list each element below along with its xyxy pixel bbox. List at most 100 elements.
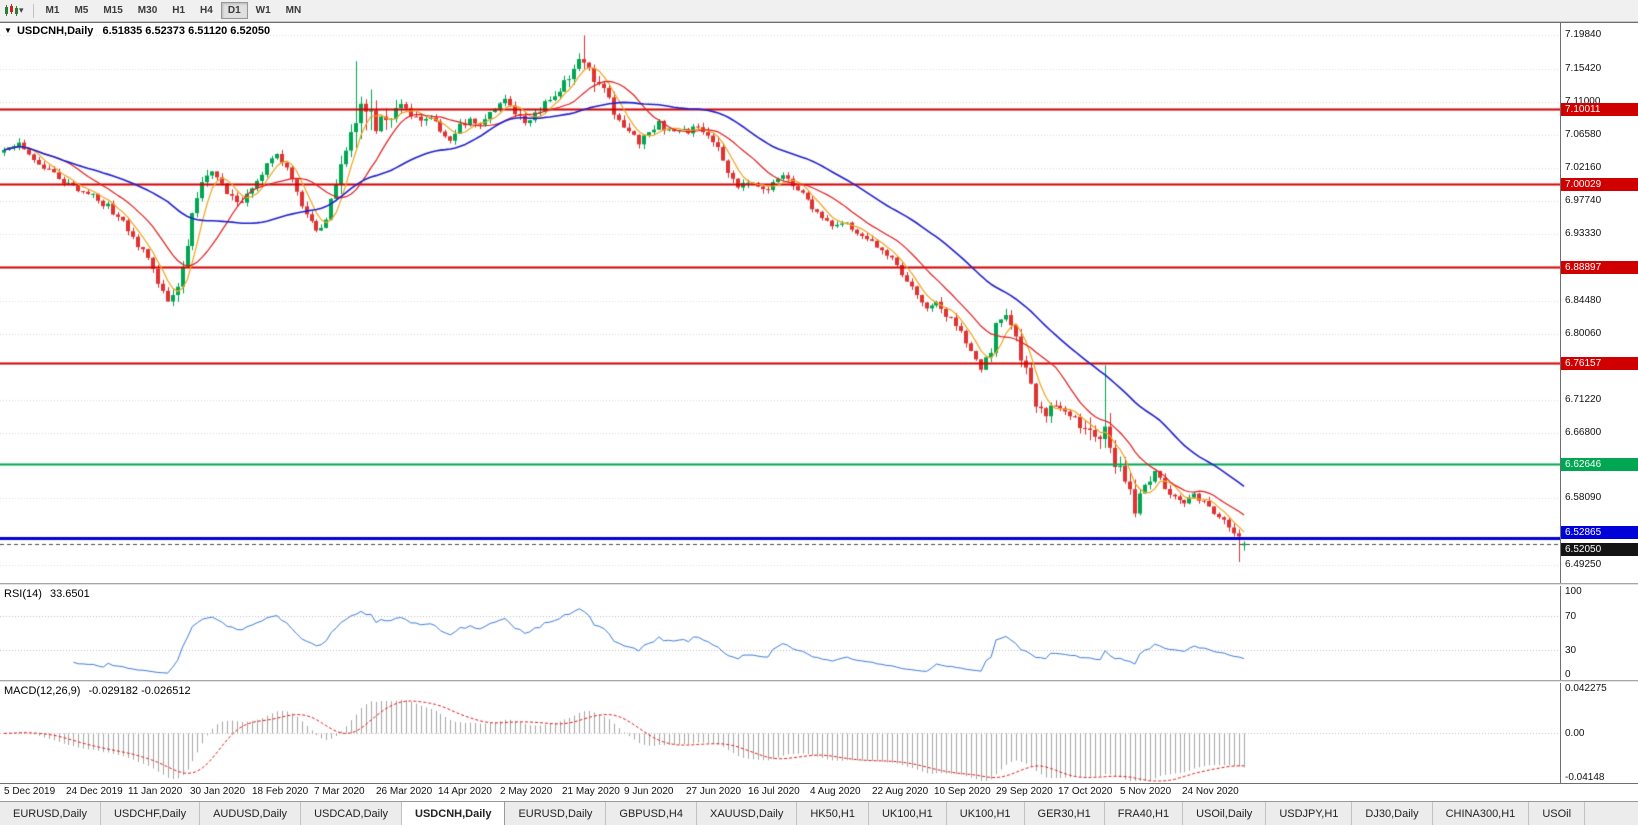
macd-panel: MACD(12,26,9) -0.029182 -0.026512 0.0422… — [0, 683, 1638, 783]
chart-tab-bar: EURUSD,Daily USDCHF,Daily AUDUSD,Daily USDC… — [0, 801, 1638, 825]
chart-tab-fra40-12[interactable]: FRA40,H1 — [1104, 802, 1184, 825]
date-axis-label: 2 May 2020 — [500, 786, 553, 797]
date-axis-label: 26 Mar 2020 — [376, 786, 433, 797]
rsi-axis-label: 30 — [1565, 645, 1577, 657]
date-axis-label: 14 Apr 2020 — [438, 786, 492, 797]
date-axis-label: 29 Sep 2020 — [996, 786, 1053, 797]
chart-tab-usoil-13[interactable]: USOil,Daily — [1183, 802, 1267, 825]
price-axis-label: 6.97740 — [1565, 195, 1602, 207]
symbol-marker-icon: ▼ — [4, 26, 12, 35]
rsi-label: RSI(14) — [4, 588, 42, 600]
rsi-axis-label: 0 — [1565, 669, 1571, 680]
price-axis[interactable]: 7.19840 7.15420 7.11000 7.06580 7.02160 6.977… — [1560, 23, 1638, 583]
chart-tab-eurusd-0[interactable]: EURUSD,Daily — [0, 802, 101, 825]
toolbar: ▾ M1 M5 M15 M30 H1 H4 D1 W1 MN — [0, 0, 1638, 22]
chart-tab-usdjpy-14[interactable]: USDJPY,H1 — [1266, 802, 1353, 825]
chart-window: ▼ USDCNH,Daily 6.51835 6.52373 6.51120 6… — [0, 22, 1638, 801]
macd-info-line: MACD(12,26,9) -0.029182 -0.026512 — [4, 685, 191, 697]
chart-tab-ger30-11[interactable]: GER30,H1 — [1024, 802, 1105, 825]
level-price-tag: 7.10011 — [1561, 103, 1638, 117]
price-axis-label: 6.71220 — [1565, 393, 1602, 405]
timeframe-button-h1[interactable]: H1 — [172, 5, 186, 16]
price-axis-label: 6.58090 — [1565, 492, 1602, 504]
price-axis-label: 6.66800 — [1565, 427, 1602, 439]
timeframe-button-m5[interactable]: M5 — [74, 5, 89, 16]
date-axis-label: 22 Aug 2020 — [872, 786, 929, 797]
date-axis-label: 5 Dec 2019 — [4, 786, 56, 797]
date-axis-label: 9 Jun 2020 — [624, 786, 674, 797]
level-price-tag: 6.52865 — [1561, 525, 1638, 539]
rsi-value: 33.6501 — [49, 588, 90, 600]
timeframe-button-w1[interactable]: W1 — [255, 5, 271, 16]
toolbar-separator — [32, 3, 34, 18]
timeframe-button-m30[interactable]: M30 — [137, 5, 158, 16]
rsi-axis-label: 70 — [1565, 610, 1577, 622]
chart-symbol-period: USDCNH,Daily — [16, 25, 94, 37]
time-axis[interactable]: 5 Dec 2019 24 Dec 2019 11 Jan 2020 30 Jan 2… — [0, 783, 1638, 801]
timeframe-button-d1[interactable]: D1 — [220, 2, 248, 19]
chart-ohlc-values: 6.51835 6.52373 6.51120 6.52050 — [102, 25, 271, 37]
panel-splitter[interactable] — [0, 680, 1638, 683]
timeframe-group: M1 M5 M15 M30 H1 H4 D1 W1 MN — [39, 2, 309, 19]
date-axis-label: 4 Aug 2020 — [810, 786, 861, 797]
date-axis-label: 17 Oct 2020 — [1058, 786, 1113, 797]
level-price-tag: 6.76157 — [1561, 356, 1638, 370]
price-axis-label: 7.02160 — [1565, 161, 1602, 173]
rsi-axis-label: 100 — [1565, 586, 1582, 597]
macd-axis[interactable]: 0.042275 0.00 -0.04148 — [1560, 683, 1638, 783]
date-axis-label: 24 Nov 2020 — [1182, 786, 1239, 797]
macd-axis-label: 0.042275 — [1565, 683, 1607, 694]
macd-axis-label: -0.04148 — [1565, 772, 1605, 783]
date-axis-label: 7 Mar 2020 — [314, 786, 365, 797]
chart-tab-eurusd-5[interactable]: EURUSD,Daily — [505, 802, 607, 825]
level-price-tag: 6.62646 — [1561, 458, 1638, 472]
date-axis-label: 21 May 2020 — [562, 786, 620, 797]
date-axis-label: 30 Jan 2020 — [190, 786, 246, 797]
level-price-tag: 6.88897 — [1561, 261, 1638, 275]
price-axis-label: 7.11000 — [1565, 95, 1601, 107]
chart-tab-usdcnh-4[interactable]: USDCNH,Daily — [402, 802, 506, 825]
timeframe-button-h4[interactable]: H4 — [200, 5, 213, 16]
rsi-canvas[interactable] — [0, 586, 1560, 680]
chart-tab-gbpusd-6[interactable]: GBPUSD,H4 — [606, 802, 697, 825]
rsi-axis[interactable]: 100 70 30 0 — [1560, 586, 1638, 680]
date-axis-label: 10 Sep 2020 — [934, 786, 991, 797]
chart-type-dropdown-caret-icon[interactable]: ▾ — [19, 5, 24, 15]
chart-tab-uk100-10[interactable]: UK100,H1 — [946, 802, 1025, 825]
chart-type-icon[interactable] — [4, 4, 18, 17]
chart-tab-usoil-17[interactable]: USOil — [1529, 802, 1586, 825]
macd-values: -0.029182 -0.026512 — [88, 685, 191, 697]
current-price-tag: 6.52050 — [1561, 542, 1638, 556]
date-axis-label: 18 Feb 2020 — [252, 786, 309, 797]
level-price-tag: 7.00029 — [1561, 177, 1638, 191]
chart-tab-hk50-8[interactable]: HK50,H1 — [797, 802, 869, 825]
macd-label: MACD(12,26,9) — [4, 685, 81, 697]
date-axis-label: 24 Dec 2019 — [66, 786, 123, 797]
price-chart-panel: ▼ USDCNH,Daily 6.51835 6.52373 6.51120 6… — [0, 23, 1638, 583]
date-axis-label: 11 Jan 2020 — [128, 786, 183, 797]
price-axis-label: 6.49250 — [1565, 558, 1602, 570]
chart-tab-usdchf-1[interactable]: USDCHF,Daily — [100, 802, 201, 825]
chart-tab-dj30-15[interactable]: DJ30,Daily — [1352, 802, 1433, 825]
date-axis-label: 27 Jun 2020 — [686, 786, 742, 797]
chart-tab-china300-16[interactable]: CHINA300,H1 — [1432, 802, 1530, 825]
macd-axis-label: 0.00 — [1565, 728, 1585, 740]
price-axis-label: 6.93330 — [1565, 228, 1602, 240]
date-axis-label: 16 Jul 2020 — [748, 786, 800, 797]
chart-tab-usdcad-3[interactable]: USDCAD,Daily — [301, 802, 403, 825]
chart-tab-xauusd-7[interactable]: XAUUSD,Daily — [696, 802, 798, 825]
price-axis-label: 6.84480 — [1565, 294, 1602, 306]
price-axis-label: 6.80060 — [1565, 327, 1602, 339]
price-axis-label: 7.15420 — [1565, 62, 1602, 74]
timeframe-button-mn[interactable]: MN — [285, 5, 302, 16]
macd-canvas[interactable] — [0, 683, 1560, 783]
timeframe-button-m1[interactable]: M1 — [45, 5, 60, 16]
chart-tab-audusd-2[interactable]: AUDUSD,Daily — [200, 802, 302, 825]
chart-tab-uk100-9[interactable]: UK100,H1 — [868, 802, 947, 825]
rsi-panel: RSI(14) 33.6501 100 70 30 0 — [0, 586, 1638, 680]
timeframe-button-m15[interactable]: M15 — [103, 5, 123, 16]
rsi-info-line: RSI(14) 33.6501 — [4, 588, 90, 600]
panel-splitter[interactable] — [0, 583, 1638, 586]
price-chart-canvas[interactable] — [0, 23, 1560, 583]
